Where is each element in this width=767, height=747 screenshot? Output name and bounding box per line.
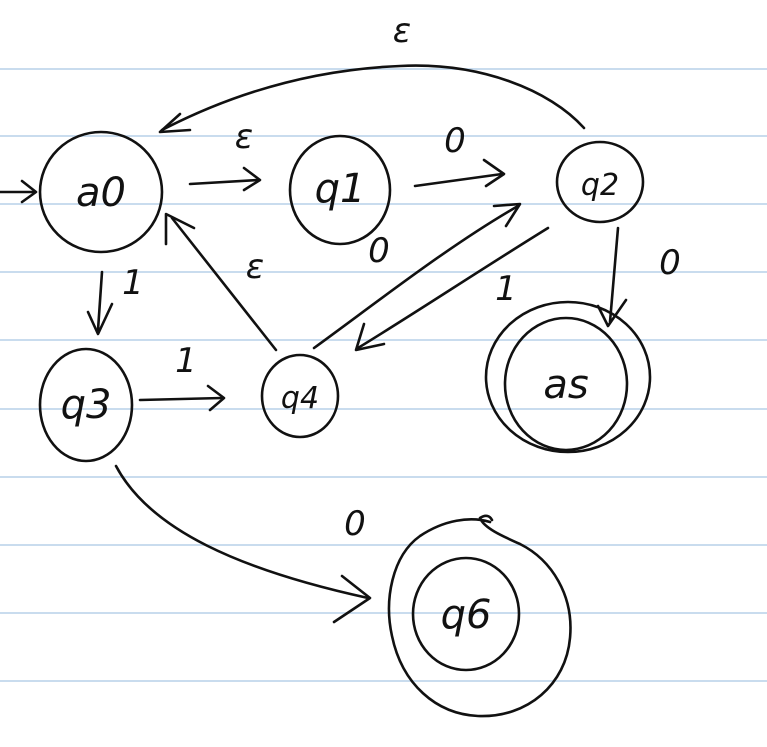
state-q1-label: q1 <box>315 166 366 212</box>
edge-q1-q2: 0 <box>413 121 506 188</box>
edge-q3-q6: 0 <box>114 464 372 624</box>
edge-q0-q3: 1 <box>86 263 144 336</box>
state-q0: a0 <box>38 130 164 254</box>
edge-q2-q0-label: ε <box>393 11 411 51</box>
edge-q2-q0: ε <box>158 11 586 134</box>
edge-q0-q3-label: 1 <box>122 263 144 303</box>
state-q1: q1 <box>288 134 392 246</box>
edge-q3-q4: 1 <box>138 341 226 412</box>
edge-q0-q1-label: ε <box>235 117 253 157</box>
state-q6-label: q6 <box>441 592 492 638</box>
edge-q3-q4-label: 1 <box>175 341 197 381</box>
edge-q2-q4-label: 1 <box>495 269 517 309</box>
edge-q2-q4: 1 <box>354 226 550 352</box>
edge-q1-loop-label: 0 <box>368 231 390 271</box>
start-arrow <box>0 179 38 204</box>
edge-q2-q5: 0 <box>596 226 681 328</box>
edge-q4-q2 <box>312 202 522 350</box>
state-q0-label: a0 <box>76 170 126 216</box>
ruled-lines <box>0 68 767 682</box>
state-q5: as <box>484 300 652 454</box>
state-q5-label: as <box>543 362 588 408</box>
edge-q4-q0: ε <box>164 212 278 352</box>
edge-q3-q6-label: 0 <box>344 504 366 544</box>
edge-q2-q5-label: 0 <box>659 243 681 283</box>
edge-q4-q0-label: ε <box>246 247 264 287</box>
state-q2: q2 <box>555 140 645 224</box>
state-q3-label: q3 <box>61 382 112 428</box>
state-q6: q6 <box>387 514 572 718</box>
state-q4-label: q4 <box>281 381 319 416</box>
state-q3: q3 <box>38 347 134 463</box>
edge-q0-q1: ε <box>188 117 262 192</box>
state-q4: q4 <box>260 353 340 439</box>
state-q2-label: q2 <box>581 168 619 203</box>
edge-q1-q2-label: 0 <box>444 121 466 161</box>
edge-q1-loop: 0 <box>368 231 390 271</box>
